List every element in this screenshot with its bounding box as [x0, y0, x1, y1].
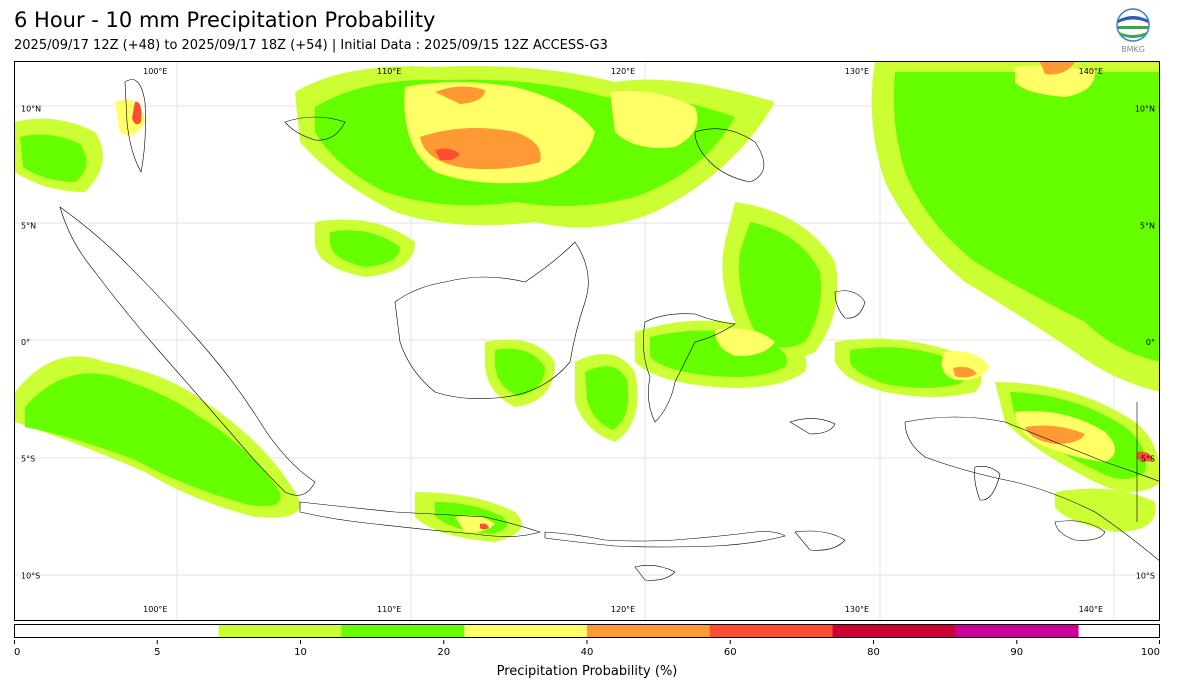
- top-lon-label: 120°E: [611, 67, 635, 76]
- colorbar-tick-label: 5: [154, 647, 160, 658]
- right-lat-label: 10°S: [1136, 571, 1155, 580]
- colorbar-tick-label: 80: [867, 647, 880, 658]
- colorbar-tick-label: 10: [294, 647, 307, 658]
- right-lat-label: 10°N: [1135, 105, 1155, 114]
- bottom-lon-label: 120°E: [611, 605, 635, 614]
- map-subtitle: 2025/09/17 12Z (+48) to 2025/09/17 18Z (…: [14, 38, 608, 53]
- logo-text: BMKG: [1121, 45, 1145, 54]
- right-lat-label: 0°: [1146, 338, 1155, 347]
- right-lat-label: 5°N: [1140, 221, 1155, 230]
- bottom-lon-label: 110°E: [377, 605, 401, 614]
- map-panel: 100°E 100°E 110°E 110°E 120°E 120°E 130°E 130°E…: [14, 61, 1160, 621]
- left-lat-label: 10°S: [21, 571, 40, 580]
- right-lat-label: 5°S: [1141, 455, 1155, 464]
- coastlines: [59, 79, 1159, 581]
- colorbar-label: Precipitation Probability (%): [496, 664, 678, 679]
- grid-labels: 100°E 100°E 110°E 110°E 120°E 120°E 130°E 130°E…: [21, 67, 1155, 614]
- colorbar-segment: [955, 625, 1079, 637]
- top-lon-label: 100°E: [143, 67, 167, 76]
- left-lat-label: 5°N: [21, 221, 36, 230]
- left-lat-label: 0°: [21, 338, 30, 347]
- colorbar-tick-label: 60: [724, 647, 737, 658]
- colorbar-tick-label: 90: [1010, 647, 1023, 658]
- colorbar-segment: [95, 625, 220, 637]
- bottom-lon-label: 140°E: [1079, 605, 1103, 614]
- colorbar: [14, 624, 1160, 638]
- top-lon-label: 110°E: [377, 67, 401, 76]
- precipitation-map: 100°E 100°E 110°E 110°E 120°E 120°E 130°E 130°E…: [15, 62, 1159, 620]
- colorbar-segment: [587, 625, 711, 637]
- bmkg-logo: BMKG: [1113, 8, 1153, 54]
- colorbar-segment: [341, 625, 465, 637]
- colorbar-segment: [464, 625, 588, 637]
- map-title: 6 Hour - 10 mm Precipitation Probability: [14, 8, 436, 32]
- precipitation-field: [15, 62, 1159, 542]
- bottom-lon-label: 100°E: [143, 605, 167, 614]
- colorbar-segment: [709, 625, 833, 637]
- colorbar-tick-label: 0: [14, 647, 20, 658]
- left-lat-label: 10°N: [21, 105, 41, 114]
- bottom-lon-label: 130°E: [845, 605, 869, 614]
- colorbar-segment: [832, 625, 956, 637]
- colorbar-ticks: 0 5 10 20 40 60 80 90 100: [14, 640, 1160, 658]
- top-lon-label: 130°E: [845, 67, 869, 76]
- colorbar-tick-label: 100: [1141, 647, 1160, 658]
- left-lat-label: 5°S: [21, 455, 35, 464]
- colorbar-tick-label: 20: [437, 647, 450, 658]
- colorbar-tick-label: 40: [581, 647, 594, 658]
- colorbar-segment: [218, 625, 342, 637]
- top-lon-label: 140°E: [1079, 67, 1103, 76]
